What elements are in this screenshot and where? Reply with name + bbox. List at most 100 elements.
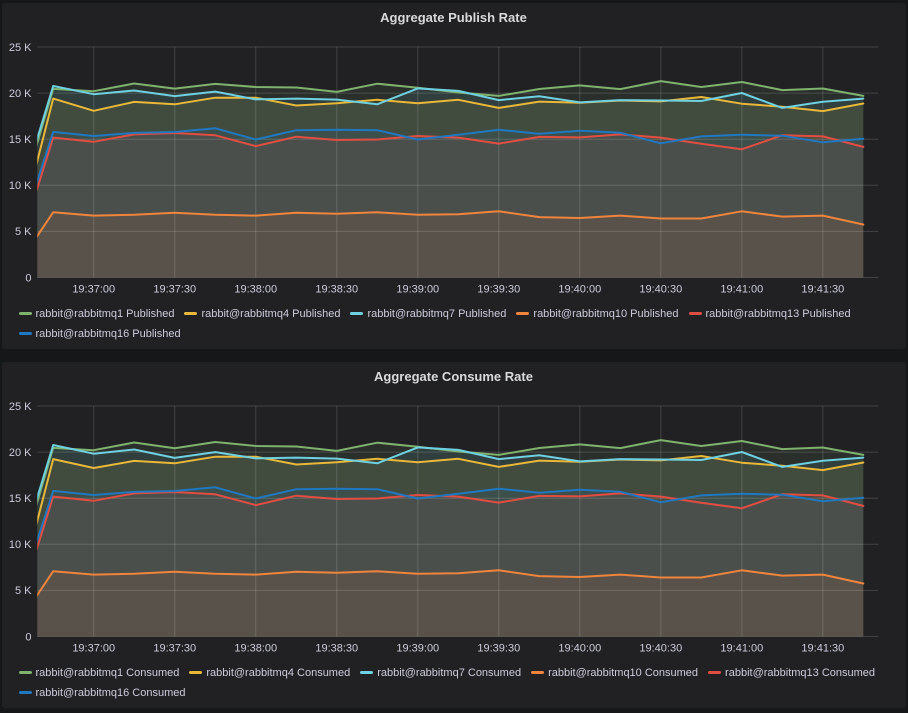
series-line xyxy=(36,209,864,238)
x-tick-label: 19:38:30 xyxy=(315,283,358,295)
series-area xyxy=(36,210,863,277)
x-tick-label: 19:38:00 xyxy=(234,642,277,654)
y-tick-label: 25 K xyxy=(8,41,31,53)
series-line xyxy=(36,126,864,184)
legend-marker-icon xyxy=(18,671,32,674)
x-tick-label: 19:37:00 xyxy=(72,642,115,654)
series-area xyxy=(36,491,863,636)
series-line xyxy=(36,95,864,165)
legend-item[interactable]: rabbit@rabbitmq13 Published xyxy=(688,304,851,324)
series-line xyxy=(36,485,864,543)
x-tick-label: 19:37:30 xyxy=(153,642,196,654)
legend-series-label: rabbit@rabbitmq13 Consumed xyxy=(725,666,876,679)
y-tick-label: 5 K xyxy=(14,585,31,597)
legend-marker-icon xyxy=(184,312,198,315)
series-line xyxy=(36,443,864,501)
legend: rabbit@rabbitmq1 Consumed rabbit@rabbitmq… xyxy=(18,663,900,703)
y-tick-label: 15 K xyxy=(8,493,31,505)
legend-item[interactable]: rabbit@rabbitmq7 Consumed xyxy=(360,663,521,683)
legend-marker-icon xyxy=(360,671,374,674)
grid xyxy=(36,46,878,278)
legend-item[interactable]: rabbit@rabbitmq16 Published xyxy=(18,324,181,344)
legend-marker-icon xyxy=(708,671,722,674)
legend-series-label: rabbit@rabbitmq4 Published xyxy=(201,307,341,320)
x-tick-label: 19:41:30 xyxy=(801,283,844,295)
legend-item[interactable]: rabbit@rabbitmq10 Consumed xyxy=(531,663,698,683)
series-lines xyxy=(36,438,864,597)
x-tick-label: 19:37:30 xyxy=(153,283,196,295)
consume-rate-chart[interactable]: 0 5 K 10 K 15 K 20 K 25 K 19:37:00 19:37:30 19:3… xyxy=(2,362,906,708)
panel-title[interactable]: Aggregate Consume Rate xyxy=(374,368,533,384)
y-tick-label: 15 K xyxy=(8,134,31,146)
legend-series-label: rabbit@rabbitmq10 Consumed xyxy=(548,666,699,679)
legend-series-label: rabbit@rabbitmq16 Published xyxy=(35,327,181,340)
x-tick-label: 19:40:00 xyxy=(558,642,601,654)
series-line xyxy=(36,454,864,525)
legend-marker-icon xyxy=(516,312,530,315)
x-tick-label: 19:39:30 xyxy=(477,283,520,295)
y-tick-label: 25 K xyxy=(8,400,31,412)
legend-marker-icon xyxy=(688,312,702,315)
panel-aggregate-publish-rate: Aggregate Publish Rate 0 5 K 10 K 15 K 20 K 2… xyxy=(1,2,906,349)
y-tick-label: 5 K xyxy=(14,226,31,238)
legend-marker-icon xyxy=(18,312,32,315)
series-area xyxy=(36,444,863,636)
x-tick-label: 19:37:00 xyxy=(72,283,115,295)
legend-item[interactable]: rabbit@rabbitmq4 Published xyxy=(184,304,340,324)
legend-series-label: rabbit@rabbitmq7 Consumed xyxy=(377,666,522,679)
series-line xyxy=(36,568,864,597)
legend-item[interactable]: rabbit@rabbitmq1 Published xyxy=(18,304,175,324)
x-tick-label: 19:40:30 xyxy=(639,642,682,654)
x-tick-label: 19:38:30 xyxy=(315,642,358,654)
series-line xyxy=(36,84,864,142)
legend-item[interactable]: rabbit@rabbitmq10 Published xyxy=(516,304,679,324)
legend: rabbit@rabbitmq1 Published rabbit@rabbitm… xyxy=(18,304,900,344)
legend-series-label: rabbit@rabbitmq16 Consumed xyxy=(35,686,186,699)
x-tick-label: 19:41:30 xyxy=(801,642,844,654)
legend-marker-icon xyxy=(531,671,545,674)
legend-item[interactable]: rabbit@rabbitmq13 Consumed xyxy=(708,663,875,683)
y-tick-label: 10 K xyxy=(8,180,31,192)
x-tick-label: 19:38:00 xyxy=(234,283,277,295)
x-tick-label: 19:39:00 xyxy=(396,642,439,654)
publish-rate-chart[interactable]: 0 5 K 10 K 15 K 20 K 25 K 19:37:00 19:37:30 19:3… xyxy=(2,3,906,349)
legend-marker-icon xyxy=(18,332,32,335)
y-tick-label: 20 K xyxy=(8,87,31,99)
legend-series-label: rabbit@rabbitmq4 Consumed xyxy=(206,666,351,679)
panel-aggregate-consume-rate: Aggregate Consume Rate 0 5 K 10 K 15 K 20 K 2… xyxy=(1,361,906,708)
series-area xyxy=(36,486,863,636)
x-tick-label: 19:40:00 xyxy=(558,283,601,295)
legend-item[interactable]: rabbit@rabbitmq1 Consumed xyxy=(18,663,180,683)
legend-series-label: rabbit@rabbitmq13 Published xyxy=(705,307,851,320)
legend-series-label: rabbit@rabbitmq1 Published xyxy=(35,307,175,320)
y-tick-label: 10 K xyxy=(8,539,31,551)
legend-marker-icon xyxy=(189,671,203,674)
series-lines xyxy=(36,79,864,238)
series-area xyxy=(36,80,863,277)
x-tick-label: 19:40:30 xyxy=(639,283,682,295)
legend-marker-icon xyxy=(18,691,32,694)
legend-series-label: rabbit@rabbitmq10 Published xyxy=(533,307,679,320)
x-tick-label: 19:39:00 xyxy=(396,283,439,295)
series-area xyxy=(36,439,863,636)
panel-title[interactable]: Aggregate Publish Rate xyxy=(380,9,527,25)
series-area xyxy=(36,127,863,277)
legend-item[interactable]: rabbit@rabbitmq4 Consumed xyxy=(189,663,350,683)
x-tick-label: 19:39:30 xyxy=(477,642,520,654)
legend-series-label: rabbit@rabbitmq7 Published xyxy=(367,307,507,320)
legend-series-label: rabbit@rabbitmq1 Consumed xyxy=(35,666,180,679)
series-area xyxy=(36,132,863,277)
legend-marker-icon xyxy=(350,312,364,315)
series-area xyxy=(36,569,863,636)
legend-item[interactable]: rabbit@rabbitmq7 Published xyxy=(350,304,506,324)
x-tick-label: 19:41:00 xyxy=(720,283,763,295)
y-tick-label: 0 xyxy=(25,631,31,643)
legend-item[interactable]: rabbit@rabbitmq16 Consumed xyxy=(18,683,186,703)
series-areas xyxy=(36,80,863,277)
y-tick-label: 20 K xyxy=(8,446,31,458)
y-tick-label: 0 xyxy=(25,272,31,284)
x-tick-label: 19:41:00 xyxy=(720,642,763,654)
series-areas xyxy=(36,439,863,636)
series-area xyxy=(36,85,863,277)
